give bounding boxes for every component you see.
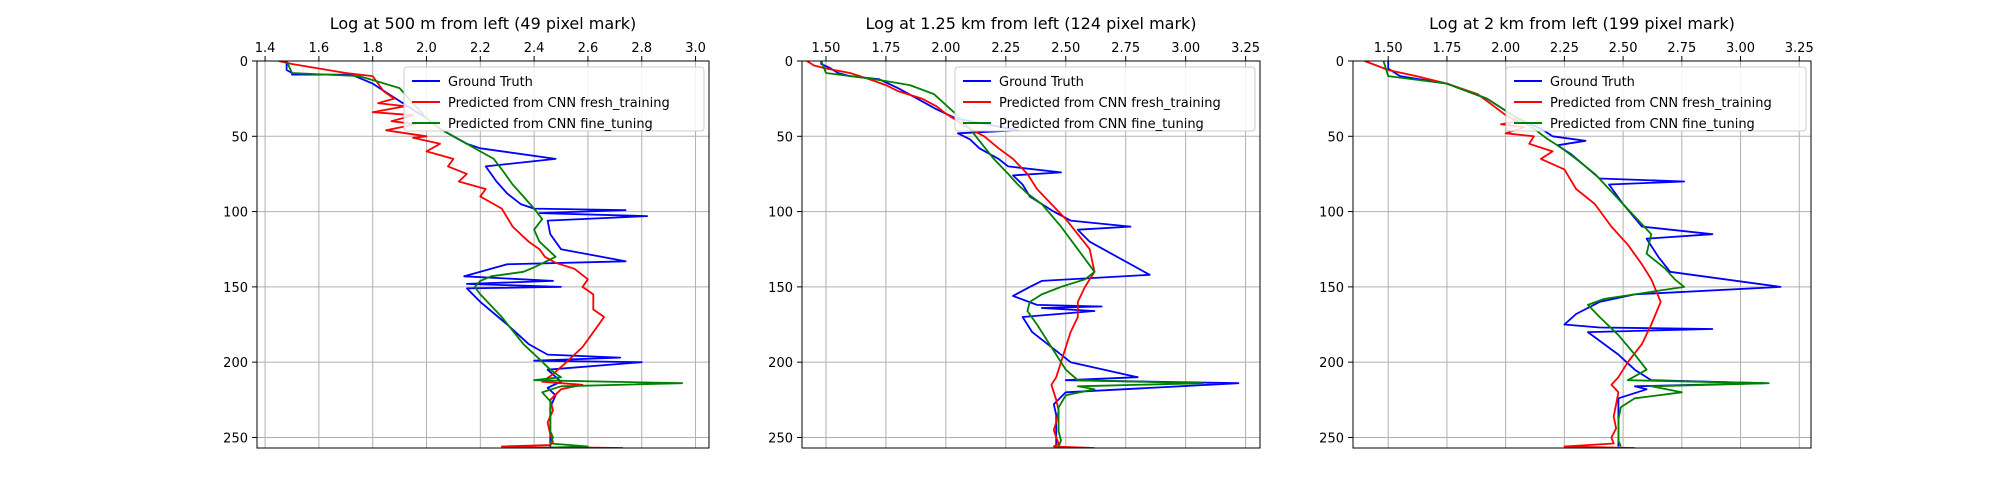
- x-tick-label: 1.75: [1432, 41, 1461, 56]
- y-tick-label: 150: [768, 281, 793, 296]
- x-tick-label: 2.25: [1550, 41, 1579, 56]
- y-tick-label: 200: [768, 356, 793, 371]
- y-tick-label: 50: [231, 130, 248, 145]
- series-line-predicted-from-cnn-fine-tuning: [285, 61, 683, 448]
- y-tick-label: 250: [223, 431, 248, 446]
- x-tick-label: 2.50: [1051, 41, 1080, 56]
- y-tick-label: 250: [1319, 431, 1344, 446]
- x-tick-label: 1.75: [871, 41, 900, 56]
- x-tick-label: 2.4: [524, 41, 545, 56]
- y-tick-label: 50: [1327, 130, 1344, 145]
- chart-panel-2: 1.50 1.75 2.00 2.25 2.50 2.75 3.00 3.25 0 50 100 15…: [768, 14, 1261, 449]
- x-tick-label: 2.0: [416, 41, 437, 56]
- legend-label: Predicted from CNN fresh_training: [1550, 96, 1772, 111]
- chart-title: Log at 1.25 km from left (124 pixel mark…: [865, 14, 1196, 33]
- y-tick-label: 200: [1319, 356, 1344, 371]
- legend-label: Predicted from CNN fresh_training: [448, 96, 670, 111]
- legend-label: Predicted from CNN fine_tuning: [1550, 117, 1755, 132]
- plot-frame: [1352, 60, 1812, 449]
- x-tick-label: 3.0: [685, 41, 706, 56]
- plot-frame: [801, 60, 1261, 449]
- y-tick-label: 100: [768, 206, 793, 221]
- y-tick-label: 200: [223, 356, 248, 371]
- y-tick-label: 0: [240, 55, 248, 70]
- y-tick-label: 250: [768, 431, 793, 446]
- legend-label: Ground Truth: [1550, 75, 1635, 90]
- chart-panel-1: 1.4 1.6 1.8 2.0 2.2 2.4 2.6 2.8 3.0 0 50 100 150 200 2…: [223, 14, 710, 449]
- y-tick-label: 50: [776, 130, 793, 145]
- x-tick-label: 2.6: [578, 41, 599, 56]
- legend: Ground Truth Predicted from CNN fresh_tra…: [954, 66, 1256, 132]
- x-tick-label: 2.8: [631, 41, 652, 56]
- x-tick-label: 2.25: [991, 41, 1020, 56]
- legend-label: Predicted from CNN fine_tuning: [448, 117, 653, 132]
- y-tick-label: 100: [1319, 206, 1344, 221]
- x-tick-label: 2.50: [1609, 41, 1638, 56]
- y-tick-label: 150: [1319, 281, 1344, 296]
- legend-label: Ground Truth: [999, 75, 1084, 90]
- x-tick-label: 3.25: [1785, 41, 1814, 56]
- series-line-ground-truth: [820, 61, 1240, 447]
- x-tick-label: 3.00: [1171, 41, 1200, 56]
- x-tick-label: 1.50: [812, 41, 841, 56]
- legend-label: Predicted from CNN fine_tuning: [999, 117, 1204, 132]
- y-tick-label: 0: [785, 55, 793, 70]
- chart-title: Log at 2 km from left (199 pixel mark): [1429, 14, 1735, 33]
- y-tick-label: 150: [223, 281, 248, 296]
- x-tick-label: 1.8: [362, 41, 383, 56]
- legend-box: [954, 66, 1256, 132]
- series-line-predicted-from-cnn-fresh-training: [806, 61, 1096, 448]
- x-tick-label: 2.00: [1491, 41, 1520, 56]
- y-tick-label: 100: [223, 206, 248, 221]
- x-tick-label: 1.50: [1374, 41, 1403, 56]
- legend-label: Ground Truth: [448, 75, 533, 90]
- legend-label: Predicted from CNN fresh_training: [999, 96, 1221, 111]
- x-tick-label: 1.4: [255, 41, 276, 56]
- x-tick-label: 1.6: [309, 41, 330, 56]
- y-tick-label: 0: [1336, 55, 1344, 70]
- series-line-predicted-from-cnn-fresh-training: [1364, 61, 1662, 448]
- chart-panel-3: 1.50 1.75 2.00 2.25 2.50 2.75 3.00 3.25 0 50 100 15…: [1319, 14, 1814, 449]
- x-tick-label: 2.00: [931, 41, 960, 56]
- plot-frame: [256, 60, 710, 449]
- x-tick-label: 2.75: [1111, 41, 1140, 56]
- x-tick-label: 3.00: [1726, 41, 1755, 56]
- legend-box: [1505, 66, 1807, 132]
- x-tick-label: 3.25: [1231, 41, 1260, 56]
- legend-box: [403, 66, 705, 132]
- x-tick-label: 2.75: [1667, 41, 1696, 56]
- series-line-predicted-from-cnn-fresh-training: [278, 61, 623, 448]
- legend: Ground Truth Predicted from CNN fresh_tra…: [403, 66, 705, 132]
- chart-title: Log at 500 m from left (49 pixel mark): [330, 14, 637, 33]
- x-tick-label: 2.2: [470, 41, 491, 56]
- legend: Ground Truth Predicted from CNN fresh_tra…: [1505, 66, 1807, 132]
